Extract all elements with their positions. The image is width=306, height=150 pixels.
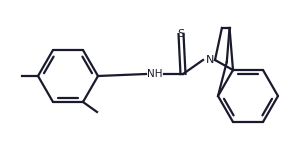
- Text: N: N: [206, 55, 214, 65]
- Text: S: S: [177, 29, 185, 39]
- Text: NH: NH: [147, 69, 163, 79]
